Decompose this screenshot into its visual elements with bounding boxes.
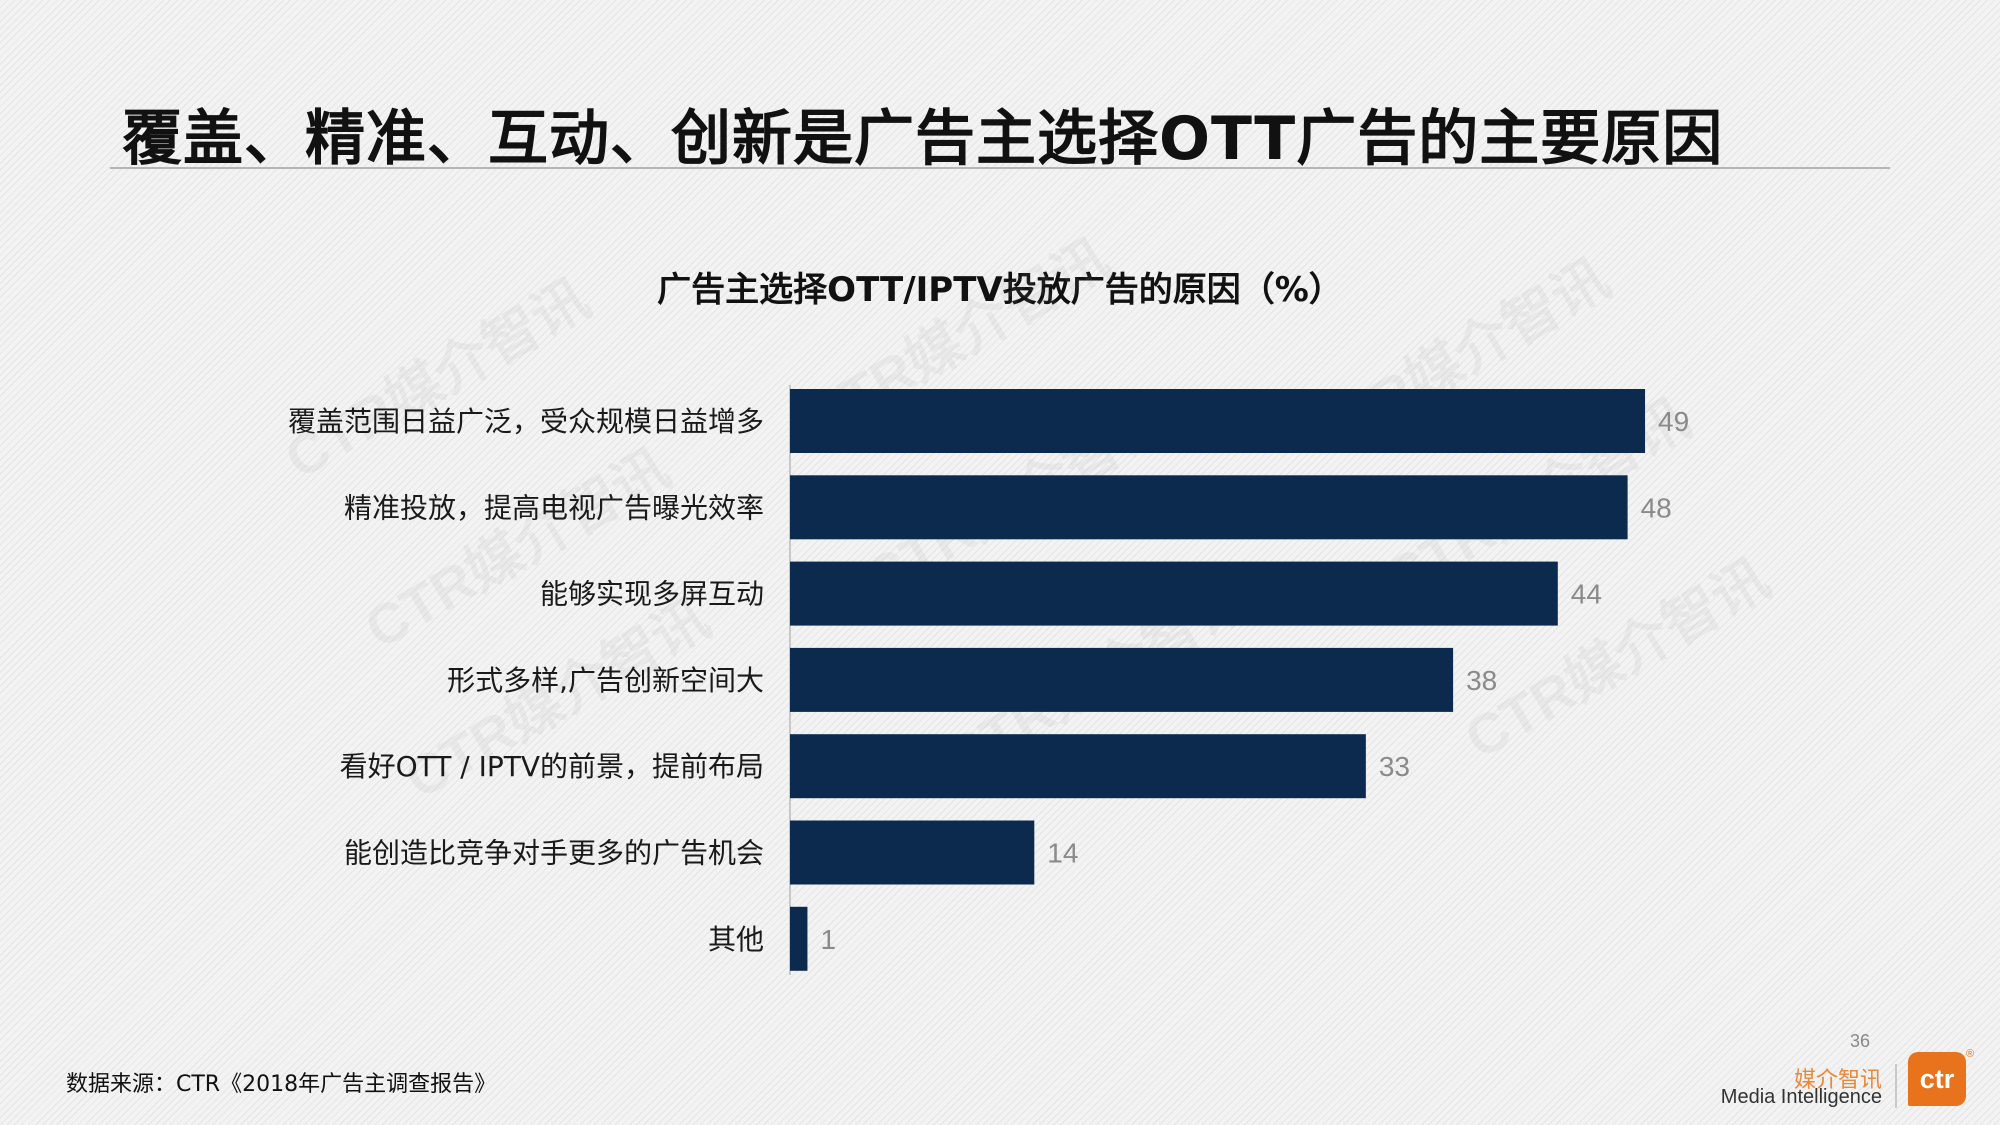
bar-1 bbox=[790, 389, 1646, 453]
value-label-1: 49 bbox=[1658, 406, 1689, 437]
bar-5 bbox=[790, 734, 1366, 799]
value-label-2: 48 bbox=[1641, 492, 1672, 523]
brand-name-cn: 媒介智讯 bbox=[1793, 1068, 1882, 1093]
value-label-7: 1 bbox=[820, 924, 836, 955]
category-label-3: 能够实现多屏互动 bbox=[540, 578, 764, 611]
slide-title: 覆盖、精准、互动、创新是广告主选择OTT广告的主要原因 bbox=[122, 104, 1724, 174]
category-label-5: 看好OTT / IPTV的前景，提前布局 bbox=[340, 750, 764, 783]
brand-separator bbox=[1895, 1064, 1897, 1108]
bars-group: 覆盖范围日益广泛，受众规模日益增多 49 精准投放，提高电视广告曝光效率 48 能够实现… bbox=[288, 389, 1689, 971]
value-label-3: 44 bbox=[1571, 579, 1602, 610]
bar-6 bbox=[790, 820, 1035, 885]
watermark-text: CTR媒介智讯 bbox=[275, 266, 600, 490]
ctr-logo-text: ctr bbox=[1919, 1064, 1955, 1094]
category-label-1: 覆盖范围日益广泛，受众规模日益增多 bbox=[288, 405, 764, 438]
bar-4 bbox=[790, 647, 1454, 712]
value-label-6: 14 bbox=[1047, 838, 1078, 869]
bar-2 bbox=[790, 475, 1628, 540]
registered-mark: ® bbox=[1966, 1048, 1975, 1060]
data-source-note: 数据来源：CTR《2018年广告主调查报告》 bbox=[66, 1072, 497, 1097]
category-label-7: 其他 bbox=[708, 923, 764, 956]
value-label-4: 38 bbox=[1466, 665, 1497, 696]
bar-3 bbox=[790, 561, 1558, 626]
category-label-6: 能创造比竞争对手更多的广告机会 bbox=[344, 837, 764, 870]
value-label-5: 33 bbox=[1379, 751, 1410, 782]
ctr-logo: ctr bbox=[1908, 1052, 1966, 1106]
bar-7 bbox=[790, 906, 808, 971]
title-divider bbox=[110, 167, 1890, 169]
page-number: 36 bbox=[1850, 1031, 1871, 1051]
chart-title: 广告主选择OTT/IPTV投放广告的原因（%） bbox=[657, 270, 1343, 310]
category-label-4: 形式多样,广告创新空间大 bbox=[447, 664, 764, 697]
category-label-2: 精准投放，提高电视广告曝光效率 bbox=[344, 491, 764, 524]
brand-name-en: Media Intelligence bbox=[1720, 1086, 1882, 1108]
